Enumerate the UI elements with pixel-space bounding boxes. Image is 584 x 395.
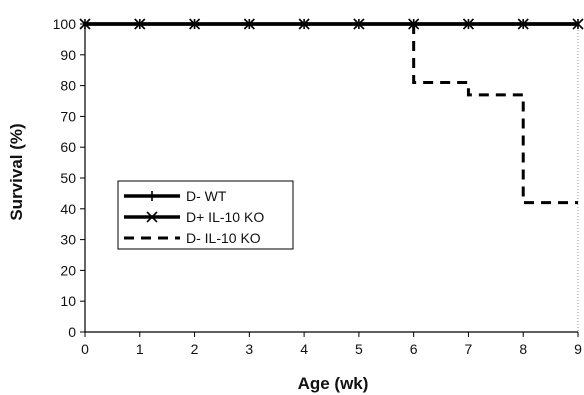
marker-stroke xyxy=(79,18,91,30)
x-tick-label: 7 xyxy=(465,341,473,357)
series-layer xyxy=(79,18,584,205)
y-tick-label: 80 xyxy=(60,78,76,94)
legend-label: D+ IL-10 KO xyxy=(186,209,264,225)
y-tick-label: 20 xyxy=(60,262,76,278)
series-point-x xyxy=(462,18,475,30)
x-tick-label: 6 xyxy=(410,341,418,357)
marker-stroke xyxy=(188,18,201,30)
series-point-x xyxy=(353,18,365,30)
series-point-x xyxy=(188,18,201,30)
x-tick-label: 2 xyxy=(191,341,199,357)
series-point-x xyxy=(79,18,91,30)
y-tick-label: 50 xyxy=(60,170,76,186)
marker-stroke xyxy=(146,211,158,223)
y-tick-label: 70 xyxy=(60,108,76,124)
y-axis: 0 10 20 30 40 50 60 70 80 90 100 xyxy=(53,16,85,340)
marker-stroke xyxy=(298,18,310,30)
legend-entry-2: D- IL-10 KO xyxy=(124,230,261,246)
series-2 xyxy=(412,24,578,205)
y-tick-label: 40 xyxy=(60,201,76,217)
y-tick-label: 90 xyxy=(60,47,76,63)
x-tick-label: 5 xyxy=(355,341,363,357)
series-1 xyxy=(79,18,584,30)
y-tick-label: 0 xyxy=(68,324,76,340)
series-point-x xyxy=(134,18,146,30)
x-tick-label: 8 xyxy=(519,341,527,357)
series-point-x xyxy=(517,18,529,30)
x-tick-label: 4 xyxy=(300,341,308,357)
marker-stroke xyxy=(134,18,146,30)
y-tick-label: 10 xyxy=(60,293,76,309)
legend-label: D- WT xyxy=(186,188,227,204)
series-point-x xyxy=(243,18,255,30)
series-point-x xyxy=(298,18,310,30)
y-axis-title: Survival (%) xyxy=(7,123,26,220)
plot-frame xyxy=(84,23,579,333)
marker-stroke xyxy=(353,18,365,30)
legend-label: D- IL-10 KO xyxy=(186,230,261,246)
marker-stroke xyxy=(462,18,475,30)
y-tick-label: 60 xyxy=(60,139,76,155)
series-point-x xyxy=(572,18,584,30)
x-tick-label: 9 xyxy=(574,341,582,357)
x-tick-label: 1 xyxy=(136,341,144,357)
series-point-x xyxy=(146,211,158,223)
y-tick-label: 100 xyxy=(53,16,77,32)
legend-entry-0: D- WT xyxy=(124,188,227,204)
x-axis: 0 1 2 3 4 5 6 7 8 9 xyxy=(81,332,582,357)
marker-stroke xyxy=(243,18,255,30)
legend: D- WT D+ IL-10 KO D- IL-10 KO xyxy=(117,180,294,250)
x-axis-title: Age (wk) xyxy=(298,374,369,393)
marker-stroke xyxy=(517,18,529,30)
x-tick-label: 3 xyxy=(245,341,253,357)
marker-stroke xyxy=(572,18,584,30)
legend-entry-1: D+ IL-10 KO xyxy=(124,209,264,225)
y-tick-label: 30 xyxy=(60,232,76,248)
x-tick-label: 0 xyxy=(81,341,89,357)
series-line-dashed xyxy=(412,24,578,205)
